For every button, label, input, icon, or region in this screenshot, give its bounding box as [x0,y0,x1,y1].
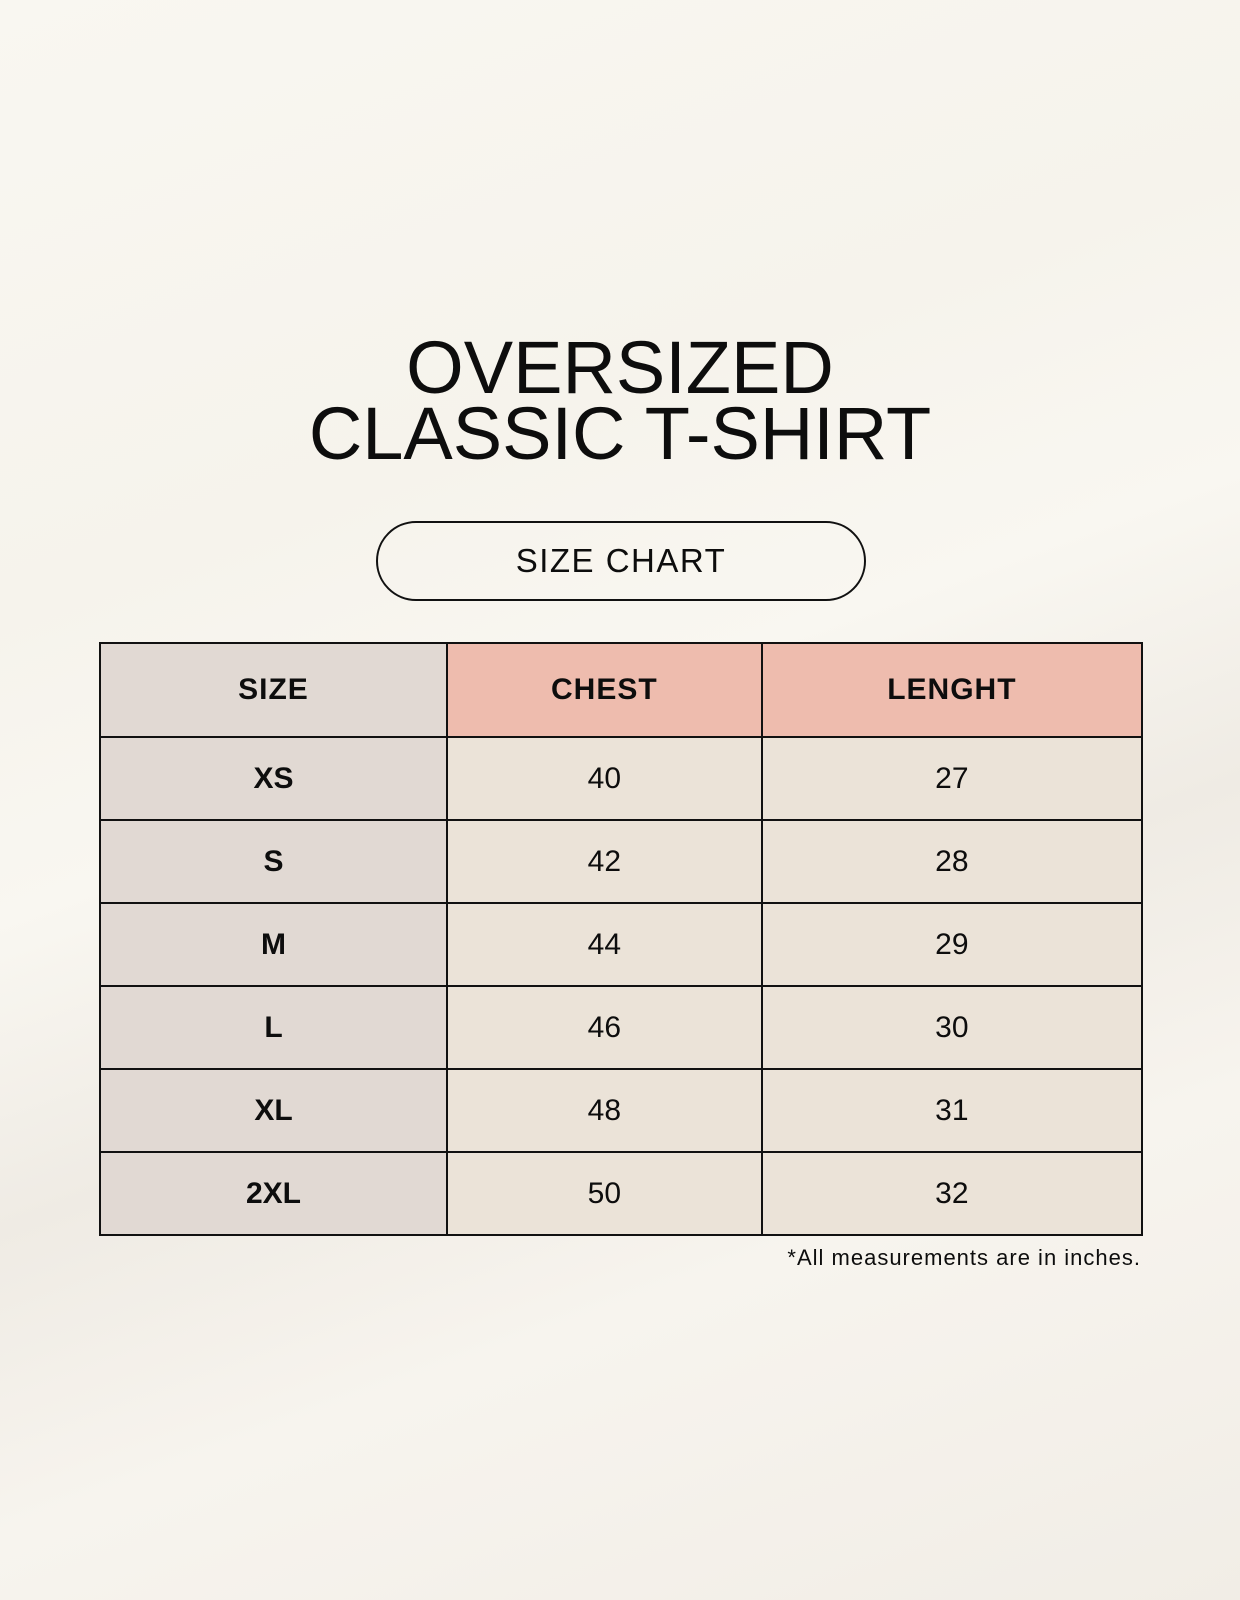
size-cell: L [99,985,448,1070]
table-row: L 46 30 [99,985,1144,1070]
page-title: OVERSIZED CLASSIC T-SHIRT [0,326,1240,475]
table-row: M 44 29 [99,902,1144,987]
chest-cell: 50 [445,1151,763,1236]
length-cell: 30 [760,985,1144,1070]
size-cell: XS [99,736,448,821]
table-row: S 42 28 [99,819,1144,904]
chest-cell: 40 [445,736,763,821]
length-cell: 32 [760,1151,1144,1236]
size-table: SIZE CHEST LENGHT XS 40 27 S 42 28 M 44 29 L 46 30 X… [99,642,1144,1236]
title-line-1: OVERSIZED [406,326,834,409]
length-cell: 28 [760,819,1144,904]
size-chart-badge: SIZE CHART [376,521,866,601]
table-header-row: SIZE CHEST LENGHT [99,642,1144,738]
header-chest: CHEST [445,642,763,738]
size-cell: XL [99,1068,448,1153]
title-line-2: CLASSIC T-SHIRT [308,392,932,475]
size-cell: S [99,819,448,904]
footnote: *All measurements are in inches. [787,1245,1141,1270]
table-row: XL 48 31 [99,1068,1144,1153]
length-cell: 29 [760,902,1144,987]
length-cell: 27 [760,736,1144,821]
header-size: SIZE [99,642,448,738]
chest-cell: 42 [445,819,763,904]
length-cell: 31 [760,1068,1144,1153]
chest-cell: 44 [445,902,763,987]
size-cell: 2XL [99,1151,448,1236]
header-length: LENGHT [760,642,1144,738]
table-row: 2XL 50 32 [99,1151,1144,1236]
chest-cell: 48 [445,1068,763,1153]
size-cell: M [99,902,448,987]
chest-cell: 46 [445,985,763,1070]
table-row: XS 40 27 [99,736,1144,821]
